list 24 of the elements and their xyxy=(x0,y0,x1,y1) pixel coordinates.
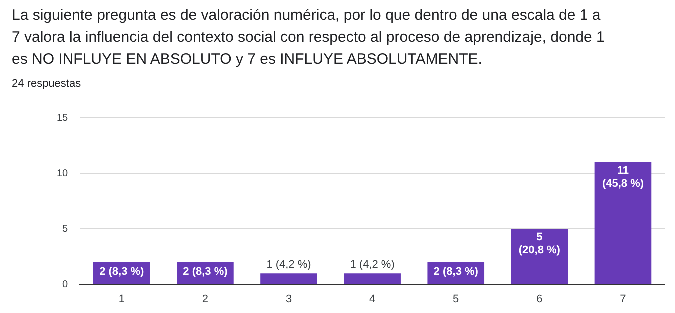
data-label: 2 (8,3 %) xyxy=(100,266,145,278)
bar xyxy=(511,229,568,284)
bar xyxy=(260,274,318,284)
data-label: 5 (20,8 %) xyxy=(518,232,561,257)
x-tick-label: 6 xyxy=(536,293,543,306)
x-tick-label: 7 xyxy=(620,293,626,306)
x-tick-label: 4 xyxy=(370,293,376,306)
x-tick-label: 1 xyxy=(118,293,125,306)
chart-subtitle: 24 respuestas xyxy=(12,78,82,90)
y-tick-label: 10 xyxy=(57,168,69,180)
chart-title: La siguiente pregunta es de valoración numérica, por lo que dentro de una escala de 1 a 7 valora la influencia del contexto social con respecto al proceso de aprendizaje, donde 1 es NO INFLUYE EN ABSOLUTO y 7 es INFLUYE ABSOLUTAMENTE. xyxy=(12,6,606,70)
data-label: 11 (45,8 %) xyxy=(602,165,644,190)
x-tick-label: 3 xyxy=(286,293,292,306)
bar xyxy=(594,162,652,284)
data-label: 2 (8,3 %) xyxy=(183,266,228,278)
data-label: 1 (4,2 %) xyxy=(266,259,312,272)
y-tick-label: 0 xyxy=(62,280,69,291)
data-label: 1 (4,2 %) xyxy=(350,259,395,272)
y-tick-label: 5 xyxy=(62,224,69,235)
x-tick-label: 5 xyxy=(453,293,460,306)
y-tick-label: 15 xyxy=(57,112,69,124)
data-label: 2 (8,3 %) xyxy=(434,266,479,278)
bar xyxy=(344,274,401,284)
x-tick-label: 2 xyxy=(202,293,209,306)
